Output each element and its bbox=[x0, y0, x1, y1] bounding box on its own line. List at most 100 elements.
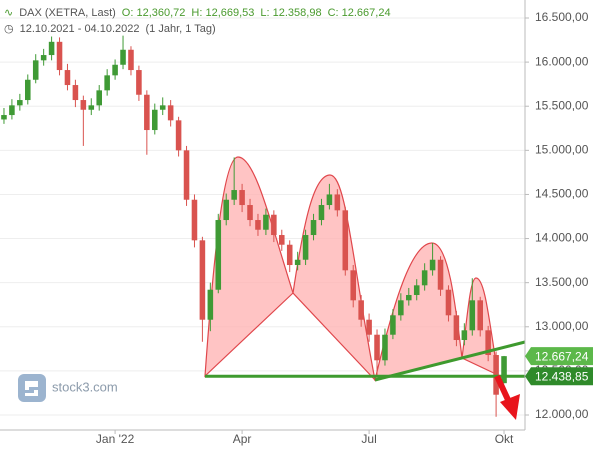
header-line: ∿ DAX (XETRA, Last) O: 12,360,72 H: 12,669,… bbox=[4, 6, 397, 19]
ohlc-open: O: 12,360,72 bbox=[121, 7, 186, 19]
x-tick-label: Apr bbox=[233, 432, 252, 446]
candle-body bbox=[461, 330, 468, 341]
candle-body bbox=[152, 109, 158, 131]
ohlc-close: C: 12.667,24 bbox=[327, 7, 391, 19]
period: (1 Jahr, 1 Tag) bbox=[145, 23, 216, 35]
candle-body bbox=[96, 90, 102, 106]
candle-body bbox=[255, 220, 261, 230]
y-tick-label: 16.000,00 bbox=[535, 54, 589, 68]
x-tick-label: Jan '22 bbox=[96, 432, 135, 446]
candle-body bbox=[128, 49, 134, 71]
candle-body bbox=[453, 315, 460, 341]
candle-body bbox=[437, 259, 444, 290]
candle-body bbox=[48, 41, 55, 56]
y-tick-label: 13.500,00 bbox=[535, 275, 589, 289]
price-label: 12.438,85 bbox=[535, 369, 589, 383]
candle-body bbox=[183, 150, 190, 200]
ohlc-high: H: 12,669,53 bbox=[191, 7, 255, 19]
head bbox=[292, 174, 376, 382]
x-tick-label: Okt bbox=[495, 432, 514, 446]
candle-body bbox=[271, 214, 277, 236]
candle-body bbox=[167, 105, 174, 121]
candle-body bbox=[374, 334, 380, 361]
candle-body bbox=[191, 199, 198, 241]
candle-body bbox=[342, 210, 349, 271]
candle-body bbox=[80, 100, 87, 110]
date-range: 12.10.2021 - 04.10.2022 bbox=[19, 23, 140, 35]
candle-body bbox=[159, 105, 166, 110]
y-tick-label: 14.000,00 bbox=[535, 231, 589, 245]
y-tick-label: 15.500,00 bbox=[535, 98, 589, 112]
candle-body bbox=[406, 295, 412, 301]
candle-body bbox=[382, 334, 388, 361]
candle-body bbox=[445, 289, 452, 316]
candle-body bbox=[302, 235, 309, 260]
candle-body bbox=[413, 285, 420, 296]
candle-body bbox=[17, 100, 23, 106]
candle-body bbox=[263, 214, 269, 230]
candle-body bbox=[40, 55, 47, 61]
candle-body bbox=[318, 205, 325, 221]
y-tick-label: 12.000,00 bbox=[535, 407, 589, 421]
price-label: 12.667,24 bbox=[535, 349, 589, 363]
watermark-logo bbox=[18, 374, 46, 402]
candle-body bbox=[390, 315, 396, 335]
y-tick-label: 16.500,00 bbox=[535, 10, 589, 24]
down-arrow bbox=[494, 374, 520, 420]
candle-body bbox=[366, 319, 372, 335]
candle-body bbox=[72, 85, 79, 101]
arrow-shaft bbox=[494, 374, 512, 404]
candle-body bbox=[120, 49, 126, 65]
candle-body bbox=[358, 300, 364, 320]
pattern-annotations bbox=[204, 156, 499, 382]
candle-body bbox=[223, 199, 229, 221]
candle-body bbox=[398, 300, 404, 316]
y-tick-label: 15.000,00 bbox=[535, 143, 589, 157]
candle-body bbox=[207, 289, 214, 320]
candle-body bbox=[350, 270, 356, 301]
candle-body bbox=[56, 41, 63, 71]
candle-body bbox=[239, 190, 245, 206]
candle-body bbox=[88, 105, 95, 110]
x-tick-label: Jul bbox=[361, 432, 376, 446]
candle-body bbox=[32, 60, 39, 80]
candle-body bbox=[104, 75, 110, 91]
candle-body bbox=[215, 220, 222, 290]
candle-body bbox=[469, 300, 476, 331]
candle-body bbox=[286, 244, 293, 266]
candle-body bbox=[334, 194, 341, 211]
candle-body bbox=[429, 259, 436, 271]
watermark-glyph bbox=[25, 381, 38, 396]
clock-icon: ◷ bbox=[4, 23, 14, 35]
candle-body bbox=[421, 270, 428, 286]
trend-line bbox=[374, 340, 526, 382]
candle-body bbox=[175, 120, 182, 151]
y-tick-label: 13.000,00 bbox=[535, 319, 589, 333]
candle-body bbox=[501, 356, 507, 384]
candle-body bbox=[144, 94, 150, 131]
candle-body bbox=[112, 64, 118, 76]
price-label-box bbox=[525, 367, 593, 386]
candle-body bbox=[279, 235, 285, 245]
candle-body bbox=[136, 70, 142, 95]
candle-body bbox=[25, 79, 31, 101]
watermark: stock3.com bbox=[18, 374, 118, 402]
instrument-icon: ∿ bbox=[4, 7, 14, 19]
y-tick-label: 14.500,00 bbox=[535, 187, 589, 201]
candle-body bbox=[9, 105, 15, 116]
arrow-head bbox=[500, 394, 520, 420]
candle-body bbox=[310, 220, 317, 236]
candle-body bbox=[477, 300, 483, 331]
candle-body bbox=[294, 259, 301, 266]
candle-body bbox=[326, 194, 333, 206]
candle-body bbox=[231, 190, 237, 200]
instrument: DAX (XETRA, Last) bbox=[19, 7, 116, 19]
candle-body bbox=[64, 70, 71, 86]
candle-body bbox=[1, 115, 7, 120]
candle-body bbox=[485, 330, 491, 356]
price-label-box bbox=[525, 347, 593, 366]
candle-body bbox=[199, 240, 206, 320]
ohlc-low: L: 12.358,98 bbox=[260, 7, 322, 19]
